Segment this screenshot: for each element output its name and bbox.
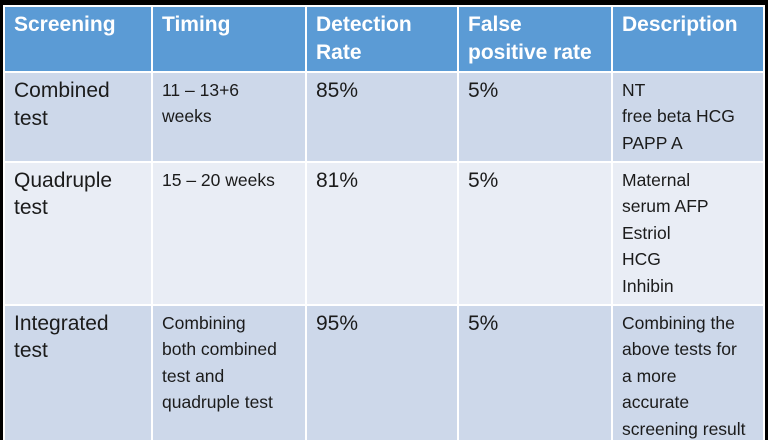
column-header-false-positive-rate: False positive rate bbox=[457, 5, 613, 73]
cell-timing: 11 – 13+6 weeks bbox=[151, 70, 307, 163]
cell-false-positive-rate: 5% bbox=[457, 160, 613, 306]
cell-detection-rate: 81% bbox=[305, 160, 459, 306]
cell-description: Maternal serum AFP Estriol HCG Inhibin bbox=[611, 160, 765, 306]
cell-timing: 15 – 20 weeks bbox=[151, 160, 307, 306]
cell-screening: Combined test bbox=[3, 70, 153, 163]
cell-description: NT free beta HCG PAPP A bbox=[611, 70, 765, 163]
column-header-screening: Screening bbox=[3, 5, 153, 73]
cell-detection-rate: 85% bbox=[305, 70, 459, 163]
cell-timing: Combining both combined test and quadrup… bbox=[151, 303, 307, 440]
table-row: Combined test 11 – 13+6 weeks 85% 5% NT … bbox=[3, 70, 765, 163]
column-header-description: Description bbox=[611, 5, 765, 73]
cell-screening: Quadruple test bbox=[3, 160, 153, 306]
cell-description: Combining the above tests for a more acc… bbox=[611, 303, 765, 440]
cell-false-positive-rate: 5% bbox=[457, 303, 613, 440]
screening-table: Screening Timing Detection Rate False po… bbox=[3, 5, 765, 440]
column-header-timing: Timing bbox=[151, 5, 307, 73]
table-row: Integrated test Combining both combined … bbox=[3, 303, 765, 440]
column-header-detection-rate: Detection Rate bbox=[305, 5, 459, 73]
table-header-row: Screening Timing Detection Rate False po… bbox=[3, 5, 765, 73]
cell-detection-rate: 95% bbox=[305, 303, 459, 440]
cell-false-positive-rate: 5% bbox=[457, 70, 613, 163]
table-row: Quadruple test 15 – 20 weeks 81% 5% Mate… bbox=[3, 160, 765, 306]
cell-screening: Integrated test bbox=[3, 303, 153, 440]
